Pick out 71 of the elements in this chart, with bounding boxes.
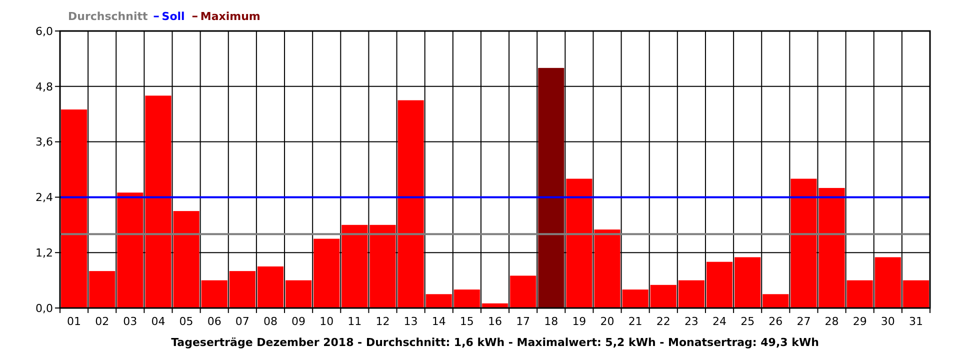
x-tick-label: 15 (460, 315, 474, 328)
bar (902, 280, 929, 308)
bar (89, 271, 116, 308)
y-tick-label: 0,0 (36, 302, 53, 315)
x-tick-label: 19 (572, 315, 586, 328)
x-tick-label: 11 (348, 315, 362, 328)
y-tick-label: 2,4 (36, 191, 53, 204)
bar (818, 188, 845, 308)
bar (510, 276, 536, 308)
bar (622, 290, 648, 308)
x-tick-label: 04 (151, 315, 166, 328)
x-tick-label: 25 (740, 315, 755, 328)
y-tick-label: 4,8 (36, 80, 53, 94)
x-tick-label: 06 (207, 315, 222, 328)
ref-line-label: Durchschnitt (68, 10, 148, 23)
x-tick-label: 01 (67, 315, 82, 328)
bar (314, 238, 340, 308)
bar (454, 290, 480, 308)
bar (145, 96, 172, 308)
x-tick-label: 05 (179, 315, 194, 328)
bar (678, 280, 704, 308)
x-tick-label: 30 (880, 315, 895, 328)
x-tick-label: 26 (768, 315, 783, 328)
x-axis-title: Tageserträge Dezember 2018 - Durchschnitt: 1,6 kWh - Maximalwert: 5,2 kWh - Monatsertrag: 49,3 kWh (171, 336, 819, 349)
x-tick-label: 07 (235, 315, 250, 328)
y-tick-label: 6,0 (36, 24, 53, 38)
x-tick-label: 16 (488, 315, 502, 328)
x-tick-label: 14 (432, 315, 446, 328)
x-tick-label: 17 (516, 315, 530, 328)
x-tick-label: 02 (95, 315, 110, 328)
x-tick-label: 12 (376, 315, 390, 328)
x-tick-label: 27 (796, 315, 811, 328)
y-tick-label: 1,2 (36, 246, 53, 260)
bar (117, 192, 144, 308)
legend-label: Maximum (200, 10, 260, 23)
bar (706, 262, 733, 308)
bar (398, 100, 424, 308)
bar (790, 178, 817, 308)
bar (762, 294, 789, 308)
bar (173, 211, 200, 308)
x-tick-label: 18 (544, 315, 558, 328)
bar (734, 257, 761, 308)
bar (874, 257, 901, 308)
bar (342, 224, 368, 308)
x-tick-label: 10 (320, 315, 334, 328)
x-tick-label: 29 (852, 315, 867, 328)
bar (201, 280, 228, 308)
x-tick-label: 28 (824, 315, 839, 328)
legend-label: Soll (162, 10, 185, 23)
x-tick-label: 23 (684, 315, 698, 328)
bar (566, 178, 592, 308)
bar (538, 68, 564, 308)
bar (61, 109, 88, 308)
x-tick-label: 24 (712, 315, 727, 328)
bar (229, 271, 256, 308)
x-tick-label: 03 (123, 315, 138, 328)
x-tick-label: 21 (628, 315, 642, 328)
bar (370, 224, 396, 308)
x-tick-label: 08 (263, 315, 278, 328)
x-tick-label: 20 (600, 315, 614, 328)
x-tick-label: 09 (292, 315, 306, 328)
bar (846, 280, 873, 308)
bar (594, 230, 620, 308)
bar (650, 284, 676, 308)
x-tick-label: 22 (656, 315, 670, 328)
bar (426, 294, 452, 308)
bar (257, 266, 284, 308)
x-tick-label: 13 (404, 315, 418, 328)
bar (286, 280, 312, 308)
y-tick-label: 3,6 (36, 136, 53, 149)
x-tick-label: 31 (908, 315, 923, 328)
